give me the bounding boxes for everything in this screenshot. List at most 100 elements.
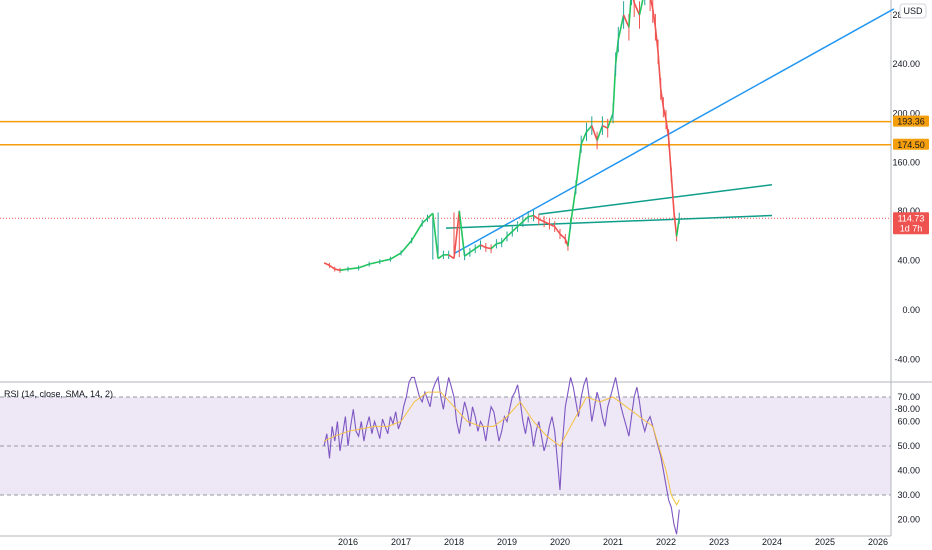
- price-segment: [496, 241, 502, 245]
- price-segment: [328, 264, 336, 270]
- time-tick-label: 2019: [497, 537, 517, 547]
- price-segment: [606, 113, 614, 129]
- rsi-tick-label: 30.00: [897, 490, 920, 500]
- time-tick-label: 2020: [550, 537, 570, 547]
- price-segment: [511, 225, 519, 233]
- price-tag-box: [893, 115, 929, 127]
- price-segment: [554, 226, 561, 235]
- currency-button[interactable]: USD: [899, 3, 927, 19]
- price-tick-label: 200.00: [892, 108, 920, 118]
- price-segment: [323, 262, 330, 267]
- price-segment: [501, 235, 508, 244]
- price-tick-label: 80.00: [897, 206, 920, 216]
- horizontal-levels[interactable]: [0, 120, 891, 219]
- price-tag-box: [893, 212, 929, 235]
- price-segment: [569, 187, 577, 225]
- price-tag-countdown: 1d 7h: [900, 223, 923, 233]
- price-segment: [517, 221, 524, 228]
- price-segment: [638, 0, 644, 16]
- price-segment: [400, 240, 413, 254]
- rsi-indicator-title[interactable]: RSI (14, close, SMA, 14, 2): [4, 389, 113, 399]
- price-segment: [379, 258, 391, 263]
- price-tick-label: 40.00: [897, 255, 920, 265]
- price-segment: [617, 14, 625, 40]
- price-segment: [506, 230, 513, 237]
- price-tick-label: 0.00: [902, 305, 920, 315]
- price-segment: [469, 248, 476, 254]
- price-tick-label: -40.00: [894, 355, 920, 365]
- price-segment: [437, 254, 444, 260]
- rsi-tick-label: 50.00: [897, 441, 920, 451]
- trendline-channel-top: [538, 183, 773, 216]
- price-segment: [633, 2, 641, 16]
- price-segment: [596, 125, 604, 141]
- price-segment: [490, 243, 497, 250]
- price-segment: [389, 252, 402, 260]
- price-segment: [480, 244, 487, 249]
- time-tick-label: 2021: [603, 537, 623, 547]
- rsi-tick-label: 60.00: [897, 417, 920, 427]
- price-segment: [591, 125, 598, 141]
- price-segment: [426, 212, 434, 219]
- time-tick-label: 2022: [656, 537, 676, 547]
- price-segment: [622, 14, 630, 28]
- time-axis-ticks[interactable]: 2016 2017 2018 2019 2020 2021 2022 2023 2024 2025…: [338, 537, 888, 547]
- price-tag-box: [893, 138, 929, 150]
- trendline-upper-blue: [453, 8, 895, 255]
- price-segment: [421, 217, 429, 224]
- price-segment: [453, 210, 461, 259]
- price-tag-label: 193.36: [897, 117, 925, 127]
- time-tick-label: 2025: [815, 537, 835, 547]
- price-segment: [602, 124, 609, 129]
- time-tick-label: 2024: [762, 537, 782, 547]
- price-segment: [575, 144, 582, 188]
- price-segment: [334, 268, 341, 272]
- price-segment: [432, 213, 439, 259]
- price-segment: [458, 210, 466, 257]
- rsi-tick-label: 70.00: [897, 392, 920, 402]
- price-segment: [474, 244, 481, 250]
- price-segment: [543, 220, 550, 225]
- price-segment: [464, 251, 471, 257]
- price-tick-label: 160.00: [892, 158, 920, 168]
- price-segment: [410, 222, 423, 241]
- trendline-channel-bottom: [446, 214, 773, 229]
- price-series: [323, 0, 681, 273]
- price-segment: [347, 267, 359, 270]
- trendlines[interactable]: [446, 8, 895, 255]
- price-tick-label: -80.00: [894, 404, 920, 414]
- time-tick-label: 2026: [868, 537, 888, 547]
- price-segment: [522, 216, 529, 223]
- rsi-tick-label: 40.00: [897, 466, 920, 476]
- currency-label[interactable]: USD: [903, 6, 923, 16]
- rsi-ma-line: [323, 391, 680, 506]
- price-tag-label: 114.73: [898, 213, 925, 223]
- price-segment: [549, 223, 556, 228]
- time-tick-label: 2016: [338, 537, 358, 547]
- price-segment: [528, 214, 534, 218]
- price-segment: [559, 233, 566, 240]
- rsi-tick-label: 20.00: [897, 515, 920, 525]
- price-segment: [585, 125, 593, 133]
- rsi-series: [323, 375, 680, 535]
- price-segment: [580, 131, 588, 145]
- price-segment: [538, 218, 545, 223]
- rsi-guides: [0, 396, 891, 496]
- time-tick-label: 2018: [444, 537, 464, 547]
- price-segment: [670, 174, 675, 212]
- price-tag-label: 174.50: [897, 140, 925, 150]
- currency-button-frame[interactable]: [899, 3, 927, 19]
- price-segment: [369, 260, 380, 265]
- price-tick-label: 240.00: [892, 59, 920, 69]
- price-segment: [533, 214, 540, 220]
- price-segment: [339, 268, 349, 272]
- price-segment: [358, 263, 370, 269]
- rsi-axis-ticks[interactable]: 20.00 30.00 40.00 50.00 60.00 70.00: [897, 392, 920, 525]
- price-segment: [448, 254, 455, 260]
- price-segment: [485, 246, 492, 250]
- time-tick-label: 2023: [709, 537, 729, 547]
- time-tick-label: 2017: [391, 537, 411, 547]
- price-segment: [628, 0, 632, 28]
